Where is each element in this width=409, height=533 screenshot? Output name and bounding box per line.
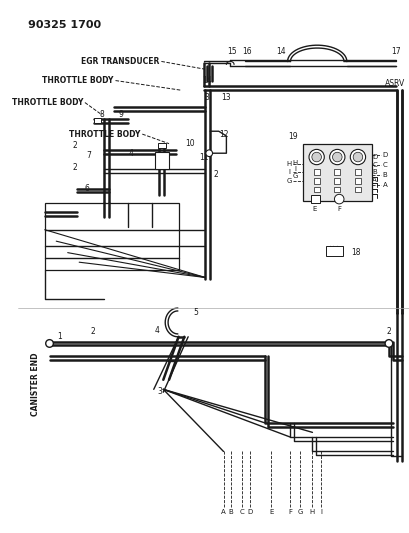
Bar <box>335 169 340 175</box>
Text: 18: 18 <box>352 248 361 257</box>
Bar <box>326 246 343 255</box>
Text: D: D <box>372 154 377 160</box>
Text: CANISTER END: CANISTER END <box>31 353 40 416</box>
Circle shape <box>309 149 324 165</box>
Bar <box>157 143 166 148</box>
Text: 90325 1700: 90325 1700 <box>27 20 101 30</box>
Text: F: F <box>288 508 292 515</box>
Text: 14: 14 <box>276 47 286 56</box>
Text: D: D <box>382 152 388 158</box>
Text: A: A <box>221 508 226 515</box>
Text: A: A <box>372 177 377 183</box>
Text: 4: 4 <box>154 326 159 335</box>
Text: 2: 2 <box>213 169 218 179</box>
Text: C: C <box>383 163 387 168</box>
Text: H: H <box>287 161 292 167</box>
Circle shape <box>350 149 366 165</box>
Text: E: E <box>312 206 317 212</box>
Text: 2: 2 <box>387 327 391 336</box>
Text: 13: 13 <box>222 93 231 102</box>
Text: 5: 5 <box>193 309 198 317</box>
Text: 9: 9 <box>119 110 124 119</box>
Bar <box>303 144 372 201</box>
Text: D: D <box>248 508 253 515</box>
Text: 10: 10 <box>185 139 195 148</box>
Text: F: F <box>334 192 338 198</box>
Text: 2: 2 <box>90 327 95 336</box>
Bar <box>355 187 361 192</box>
Text: A: A <box>383 182 387 188</box>
Text: I: I <box>294 166 296 173</box>
Circle shape <box>335 195 344 204</box>
Text: G: G <box>287 178 292 184</box>
Circle shape <box>46 340 53 348</box>
Bar <box>310 195 320 203</box>
Text: E: E <box>269 508 274 515</box>
Text: B: B <box>383 172 387 178</box>
Bar <box>335 187 340 192</box>
Text: 3: 3 <box>205 93 210 102</box>
Text: THROTTLE BODY: THROTTLE BODY <box>69 130 140 139</box>
Text: 12: 12 <box>219 130 228 139</box>
Bar <box>155 152 169 169</box>
Bar <box>314 178 319 184</box>
Text: I: I <box>320 508 322 515</box>
Text: B: B <box>372 169 377 175</box>
Circle shape <box>330 149 345 165</box>
Text: 6: 6 <box>84 184 89 193</box>
Text: 19: 19 <box>288 132 298 141</box>
Text: ASRV: ASRV <box>385 79 405 88</box>
Text: 16: 16 <box>243 47 252 56</box>
Text: THROTTLE BODY: THROTTLE BODY <box>42 76 114 85</box>
Circle shape <box>206 150 213 157</box>
Text: 8: 8 <box>100 110 104 119</box>
Circle shape <box>312 152 321 162</box>
Bar <box>94 118 101 123</box>
Text: G: G <box>297 508 303 515</box>
Text: H: H <box>292 160 298 166</box>
Text: 2: 2 <box>73 163 78 172</box>
Text: EGR TRANSDUCER: EGR TRANSDUCER <box>81 57 160 66</box>
Circle shape <box>353 152 363 162</box>
Text: THROTTLE BODY: THROTTLE BODY <box>11 98 83 107</box>
Text: C: C <box>372 161 377 168</box>
Bar <box>314 187 319 192</box>
Text: C: C <box>239 508 244 515</box>
Text: 17: 17 <box>391 47 400 56</box>
Circle shape <box>333 152 342 162</box>
Circle shape <box>385 340 393 348</box>
Text: 7: 7 <box>86 151 91 159</box>
Text: 3: 3 <box>157 387 162 396</box>
Text: 1: 1 <box>58 332 63 341</box>
Text: F: F <box>337 206 341 212</box>
Bar <box>314 169 319 175</box>
Bar <box>355 178 361 184</box>
Text: 11: 11 <box>200 154 209 163</box>
Text: G: G <box>292 173 298 179</box>
Text: 4: 4 <box>128 149 133 158</box>
Text: B: B <box>229 508 234 515</box>
Text: I: I <box>288 169 290 175</box>
Text: 15: 15 <box>227 47 237 56</box>
Bar <box>355 169 361 175</box>
Text: E: E <box>310 192 315 198</box>
Text: 14: 14 <box>202 76 212 85</box>
Bar <box>45 203 179 270</box>
Bar <box>335 178 340 184</box>
Text: H: H <box>310 508 315 515</box>
Text: 2: 2 <box>73 141 78 150</box>
